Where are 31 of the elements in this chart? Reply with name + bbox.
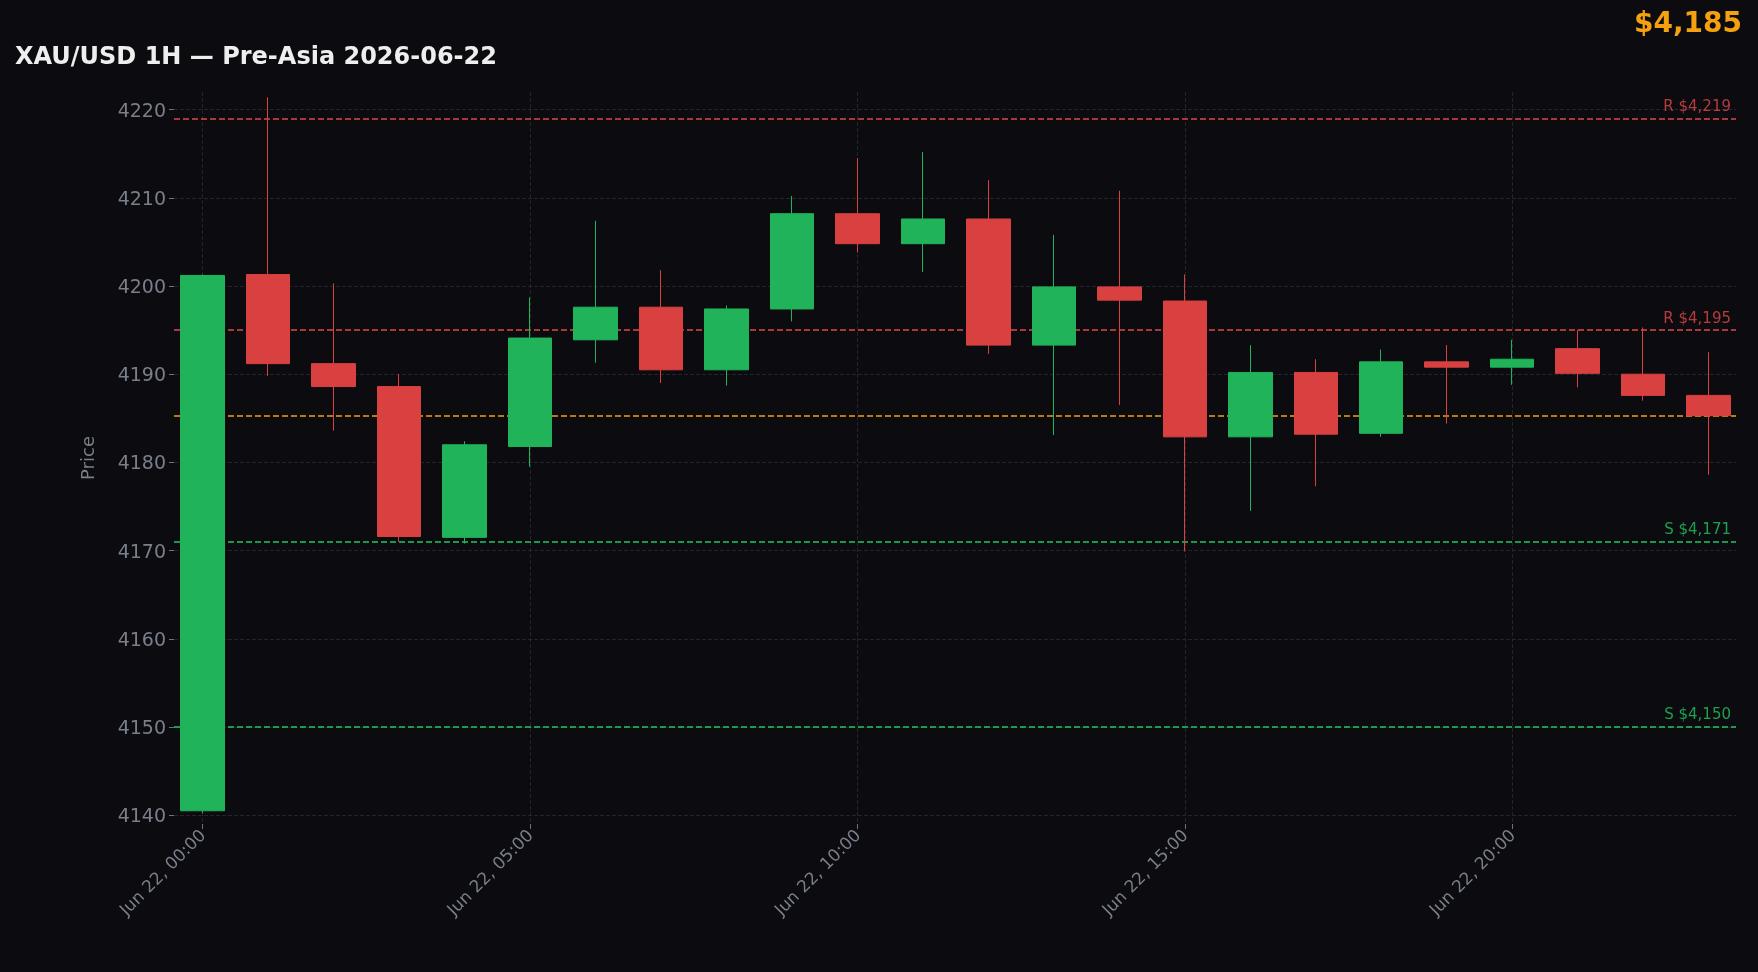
candlestick: [704, 304, 749, 387]
ref-line-label: R $4,219: [1663, 96, 1731, 115]
candlestick: [1228, 344, 1273, 512]
ref-line-label: S $4,150: [1664, 705, 1731, 724]
candlestick: [508, 296, 552, 468]
candlestick: [442, 440, 487, 545]
candlestick: [1359, 349, 1403, 438]
y-tick-label: 4210: [117, 186, 166, 209]
candlestick: [901, 151, 945, 273]
y-axis-title: Price: [76, 436, 98, 480]
candlestick: [1294, 358, 1338, 487]
candlestick: [835, 157, 880, 254]
candlestick: [1424, 344, 1469, 425]
candlestick: [1490, 339, 1534, 386]
candlestick: [770, 195, 814, 322]
y-tick-label: 4140: [117, 804, 166, 827]
candlestick: [377, 373, 421, 543]
candlestick: [1032, 234, 1076, 436]
ref-line-label: R $4,195: [1663, 308, 1731, 327]
y-tick-label: 4150: [117, 715, 166, 738]
chart-title: XAU/USD 1H — Pre-Asia 2026-06-22: [15, 42, 497, 70]
y-tick-label: 4220: [117, 98, 166, 121]
y-tick-label: 4160: [117, 627, 166, 650]
y-tick-label: 4170: [117, 539, 166, 562]
text: $4,185: [1633, 5, 1743, 39]
y-tick-label: 4190: [117, 363, 166, 386]
y-tick-label: 4180: [117, 451, 166, 474]
candlestick: [1686, 351, 1731, 476]
y-tick-label: 4200: [117, 275, 166, 298]
ref-line-label: S $4,171: [1664, 520, 1731, 539]
candlestick: [573, 220, 618, 364]
